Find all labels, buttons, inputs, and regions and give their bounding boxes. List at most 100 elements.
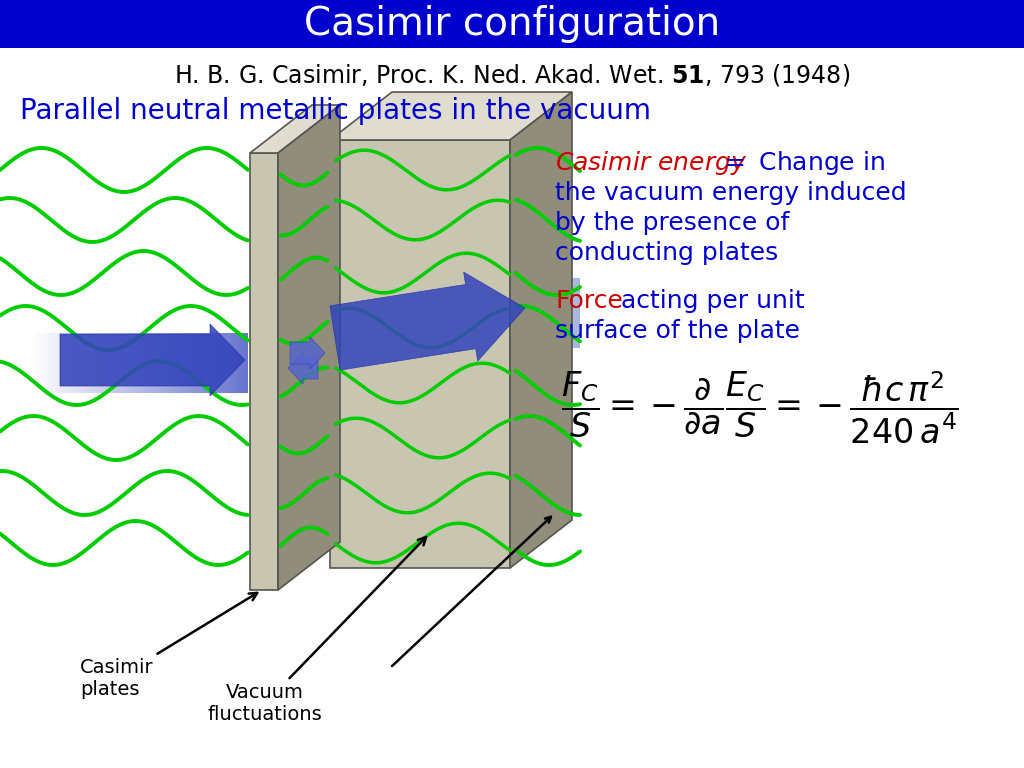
FancyArrow shape (290, 337, 325, 369)
Bar (547, 278, 548, 348)
Bar (564, 278, 565, 348)
Bar (569, 278, 571, 348)
Bar (106, 333, 110, 393)
Bar (542, 278, 543, 348)
Bar (135, 333, 139, 393)
Bar (565, 278, 566, 348)
Bar (110, 333, 114, 393)
Bar (125, 333, 128, 393)
Text: $\dfrac{F_C}{S} = -\dfrac{\partial}{\partial a}\dfrac{E_C}{S} = -\dfrac{\hbar c\: $\dfrac{F_C}{S} = -\dfrac{\partial}{\par… (561, 370, 958, 446)
Bar (514, 278, 515, 348)
Bar (562, 278, 563, 348)
Bar (561, 278, 562, 348)
Bar (48, 333, 52, 393)
Bar (513, 278, 514, 348)
Text: $=$ Change in: $=$ Change in (720, 149, 885, 177)
Bar (524, 278, 525, 348)
Text: surface of the plate: surface of the plate (555, 319, 800, 343)
Bar (205, 333, 208, 393)
FancyArrow shape (60, 324, 245, 396)
Bar (526, 278, 527, 348)
Bar (553, 278, 554, 348)
Bar (88, 333, 92, 393)
Bar (102, 333, 106, 393)
Bar (563, 278, 564, 348)
Bar (532, 278, 534, 348)
Bar (516, 278, 518, 348)
Polygon shape (330, 92, 572, 140)
Polygon shape (510, 92, 572, 568)
Text: by the presence of: by the presence of (555, 211, 790, 235)
Bar (208, 333, 212, 393)
Bar (0, 0, 1024, 48)
Bar (30, 333, 34, 393)
Bar (566, 278, 567, 348)
Bar (212, 333, 215, 393)
Bar (44, 333, 48, 393)
Bar (222, 333, 226, 393)
Bar (245, 333, 248, 393)
Bar (540, 278, 541, 348)
Bar (522, 278, 523, 348)
Polygon shape (250, 153, 278, 590)
Text: $\it{Casimir\ energy}$: $\it{Casimir\ energy}$ (555, 149, 748, 177)
Bar (81, 333, 85, 393)
Bar (241, 333, 245, 393)
Bar (519, 278, 520, 348)
Bar (537, 278, 538, 348)
Bar (201, 333, 205, 393)
Bar (515, 278, 516, 348)
Bar (161, 333, 165, 393)
Bar (77, 333, 81, 393)
Bar (558, 278, 559, 348)
Bar (139, 333, 142, 393)
Bar (521, 278, 522, 348)
Bar (150, 333, 154, 393)
Bar (577, 278, 578, 348)
Text: Force: Force (555, 289, 623, 313)
Bar (142, 333, 146, 393)
Bar (572, 278, 573, 348)
Bar (578, 278, 579, 348)
Bar (128, 333, 132, 393)
Bar (117, 333, 121, 393)
Bar (574, 278, 575, 348)
Bar (557, 278, 558, 348)
Bar (238, 333, 241, 393)
Bar (559, 278, 561, 348)
Bar (37, 333, 41, 393)
Bar (172, 333, 175, 393)
Bar (568, 278, 569, 348)
Text: Parallel neutral metallic plates in the vacuum: Parallel neutral metallic plates in the … (20, 97, 651, 125)
Bar (157, 333, 161, 393)
Bar (550, 278, 551, 348)
Bar (62, 333, 67, 393)
Bar (573, 278, 574, 348)
Bar (575, 278, 577, 348)
Bar (67, 333, 70, 393)
Bar (186, 333, 189, 393)
Bar (554, 278, 555, 348)
Bar (41, 333, 44, 393)
Bar (194, 333, 198, 393)
Bar (198, 333, 201, 393)
Bar (95, 333, 99, 393)
Bar (85, 333, 88, 393)
Bar (546, 278, 547, 348)
Bar (541, 278, 542, 348)
Bar (527, 278, 529, 348)
Bar (114, 333, 117, 393)
Bar (536, 278, 537, 348)
Bar (535, 278, 536, 348)
Bar (555, 278, 556, 348)
Bar (579, 278, 580, 348)
Bar (154, 333, 157, 393)
Bar (52, 333, 55, 393)
Polygon shape (330, 140, 510, 568)
Bar (529, 278, 530, 348)
Bar (530, 278, 531, 348)
Bar (59, 333, 62, 393)
Bar (74, 333, 77, 393)
Text: the vacuum energy induced: the vacuum energy induced (555, 181, 906, 205)
Polygon shape (278, 105, 340, 590)
